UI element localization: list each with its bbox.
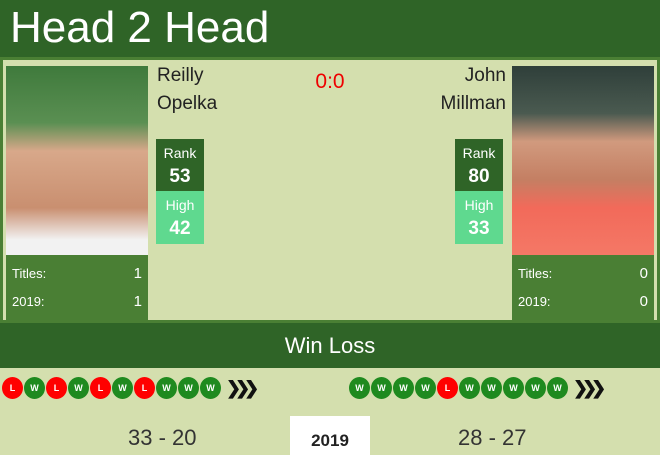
win-badge[interactable]: W: [415, 377, 436, 399]
rank-label: Rank: [163, 145, 197, 161]
loss-badge[interactable]: L: [134, 377, 155, 399]
player1-form: L W L W L W L W W W ❯❯❯: [2, 377, 259, 399]
loss-badge[interactable]: L: [46, 377, 67, 399]
year-titles-value: 1: [133, 292, 142, 310]
year-label: 2019:: [12, 293, 45, 309]
first-name: Reilly: [157, 65, 204, 86]
h2h-panel: Titles: 1 2019: 1 Titles: 0 2019: 0 Reilly Op…: [0, 57, 660, 323]
high-value: 33: [468, 218, 490, 239]
player2-photo[interactable]: [512, 66, 654, 255]
player1-record: 33 - 20: [128, 425, 197, 450]
win-badge[interactable]: W: [547, 377, 568, 399]
loss-badge[interactable]: L: [2, 377, 23, 399]
loss-badge[interactable]: L: [90, 377, 111, 399]
player1-high: High 42: [156, 191, 204, 244]
win-badge[interactable]: W: [178, 377, 199, 399]
titles-label: Titles:: [518, 265, 553, 281]
rank-value: 80: [468, 166, 490, 187]
loss-badge[interactable]: L: [437, 377, 458, 399]
win-badge[interactable]: W: [200, 377, 221, 399]
rank-value: 53: [169, 166, 191, 187]
more-arrows-icon[interactable]: ❯❯❯: [573, 377, 606, 398]
win-badge[interactable]: W: [481, 377, 502, 399]
player2-record: 28 - 27: [458, 425, 527, 450]
titles-value: 0: [639, 264, 648, 282]
win-badge[interactable]: W: [112, 377, 133, 399]
more-arrows-icon[interactable]: ❯❯❯: [226, 377, 259, 398]
titles-label: Titles:: [12, 265, 47, 281]
win-badge[interactable]: W: [156, 377, 177, 399]
win-badge[interactable]: W: [68, 377, 89, 399]
year-tab[interactable]: 2019: [290, 416, 370, 455]
win-loss-header: Win Loss: [0, 323, 660, 368]
win-badge[interactable]: W: [459, 377, 480, 399]
h2h-score: 0:0: [315, 70, 345, 93]
win-badge[interactable]: W: [393, 377, 414, 399]
player1-rank: Rank 53: [156, 139, 204, 191]
win-badge[interactable]: W: [349, 377, 370, 399]
player2-name[interactable]: John Millman: [441, 62, 506, 118]
year-titles-value: 0: [639, 292, 648, 310]
first-name: John: [464, 65, 506, 86]
high-label: High: [464, 197, 494, 213]
player2-titles: Titles: 0 2019: 0: [512, 255, 654, 321]
player2-high: High 33: [455, 191, 503, 244]
win-badge[interactable]: W: [371, 377, 392, 399]
player1-name[interactable]: Reilly Opelka: [157, 62, 217, 118]
year-label: 2019:: [518, 293, 551, 309]
player2-form: W W W W L W W W W W ❯❯❯: [349, 377, 606, 399]
last-name: Opelka: [157, 93, 218, 114]
high-value: 42: [169, 218, 191, 239]
win-badge[interactable]: W: [24, 377, 45, 399]
player2-rank: Rank 80: [455, 139, 503, 191]
player1-titles: Titles: 1 2019: 1: [6, 255, 148, 321]
high-label: High: [165, 197, 195, 213]
last-name: Millman: [440, 93, 506, 114]
page-title: Head 2 Head: [0, 0, 660, 57]
titles-value: 1: [133, 264, 142, 282]
rank-label: Rank: [462, 145, 496, 161]
player1-photo[interactable]: [6, 66, 148, 255]
win-badge[interactable]: W: [525, 377, 546, 399]
win-badge[interactable]: W: [503, 377, 524, 399]
